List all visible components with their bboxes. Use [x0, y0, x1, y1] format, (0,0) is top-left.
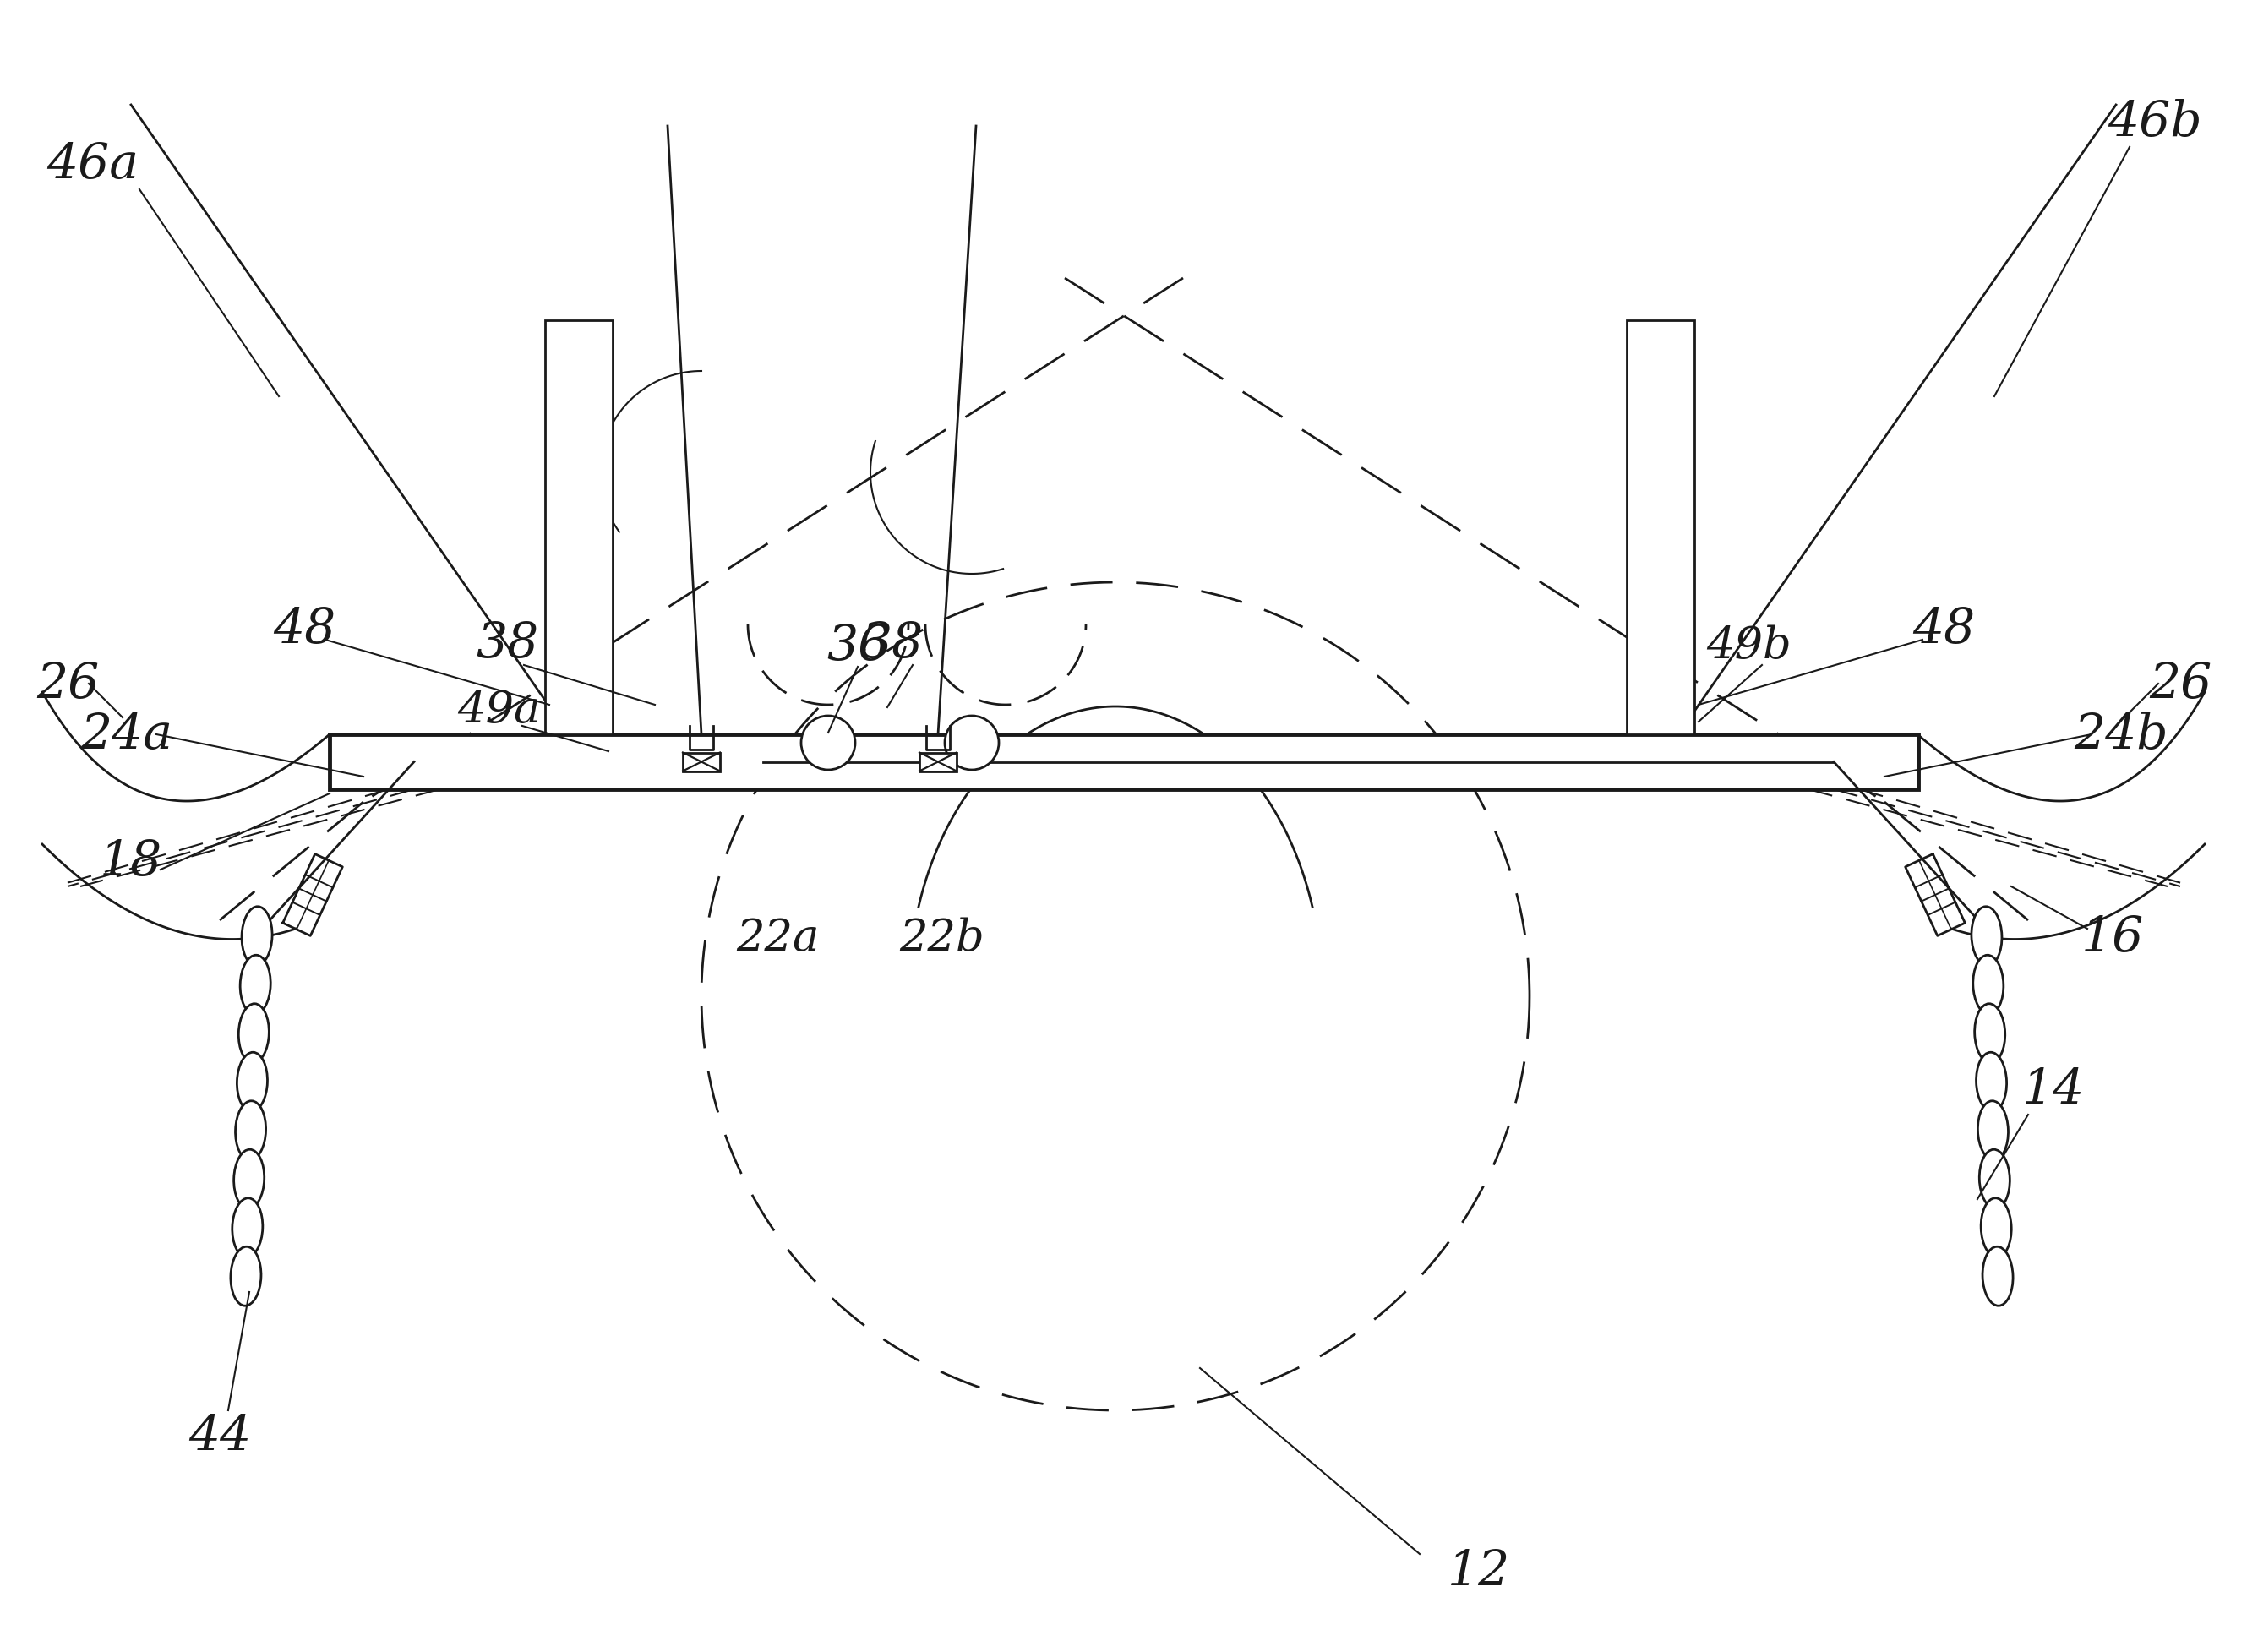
Text: 24a: 24a [81, 710, 173, 758]
Text: 26: 26 [2148, 661, 2211, 709]
Ellipse shape [1973, 955, 2004, 1014]
Bar [919, 753, 957, 771]
Ellipse shape [243, 907, 272, 966]
Ellipse shape [234, 1150, 265, 1209]
Ellipse shape [1980, 1150, 2009, 1209]
Text: 24b: 24b [2074, 710, 2168, 758]
Ellipse shape [1977, 1102, 2009, 1160]
Bar [1627, 320, 1694, 735]
Text: 48: 48 [1912, 605, 1975, 653]
Ellipse shape [1982, 1198, 2011, 1257]
Ellipse shape [1982, 1247, 2013, 1307]
Ellipse shape [236, 1052, 267, 1112]
Ellipse shape [1975, 1052, 2007, 1112]
Text: 48: 48 [272, 605, 335, 653]
Text: 12: 12 [1447, 1546, 1510, 1594]
Text: 49b: 49b [1708, 624, 1791, 667]
Ellipse shape [1975, 1004, 2004, 1064]
Text: 46b: 46b [2108, 99, 2202, 147]
Text: 22b: 22b [899, 915, 984, 960]
Ellipse shape [231, 1247, 261, 1307]
Text: 49a: 49a [456, 687, 539, 730]
Ellipse shape [238, 1004, 270, 1064]
Bar [330, 735, 1919, 790]
Ellipse shape [1971, 907, 2002, 966]
Ellipse shape [231, 1198, 263, 1257]
Text: 22a: 22a [735, 915, 820, 960]
Circle shape [802, 717, 856, 770]
Text: 14: 14 [2022, 1066, 2085, 1113]
Bar [683, 753, 719, 771]
Bar [546, 320, 613, 735]
Text: 38: 38 [861, 620, 924, 667]
Text: 26: 26 [36, 661, 99, 709]
Text: 44: 44 [189, 1412, 252, 1460]
Text: 46a: 46a [47, 140, 139, 188]
Ellipse shape [236, 1102, 265, 1160]
Text: 16: 16 [2081, 914, 2144, 961]
Ellipse shape [240, 955, 270, 1014]
Text: 36: 36 [827, 623, 890, 671]
Text: 18: 18 [99, 838, 162, 885]
Circle shape [944, 717, 1000, 770]
Text: 38: 38 [476, 620, 539, 667]
